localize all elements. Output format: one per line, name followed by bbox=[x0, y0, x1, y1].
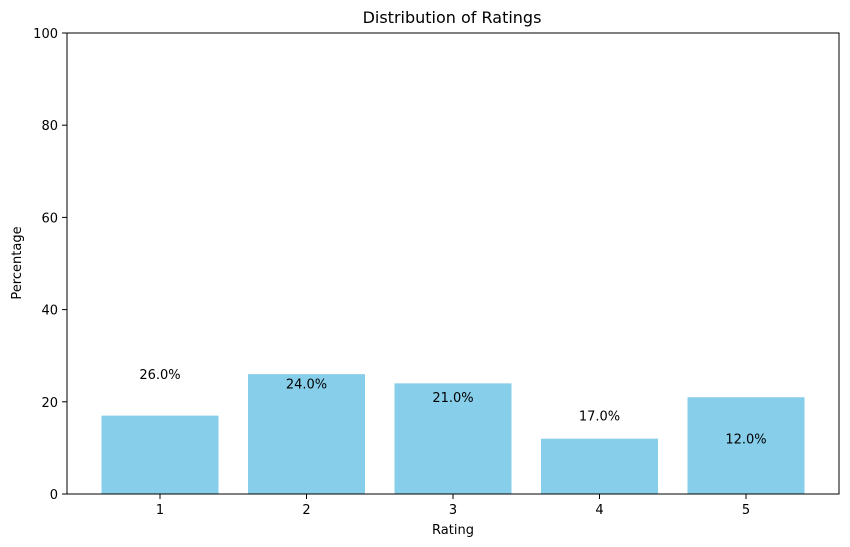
bars-group bbox=[101, 374, 805, 494]
bar-rating-2 bbox=[248, 374, 365, 494]
y-axis-label: Percentage bbox=[10, 226, 25, 299]
y-tick-label: 80 bbox=[41, 119, 58, 134]
x-tick-label: 3 bbox=[449, 503, 457, 518]
y-tick-label: 0 bbox=[50, 488, 58, 503]
bar-rating-5 bbox=[687, 397, 805, 494]
y-axis-ticks: 0 20 40 60 80 100 bbox=[33, 27, 67, 503]
y-tick-label: 40 bbox=[41, 304, 58, 319]
data-label-4: 17.0% bbox=[579, 410, 620, 425]
data-label-2: 24.0% bbox=[286, 377, 327, 392]
y-tick-label: 100 bbox=[33, 27, 58, 42]
data-label-1: 26.0% bbox=[139, 368, 180, 383]
bar-rating-4 bbox=[541, 438, 658, 494]
data-label-5: 12.0% bbox=[725, 433, 766, 448]
x-axis-ticks: 1 2 3 4 5 bbox=[156, 494, 750, 518]
x-tick-label: 2 bbox=[302, 503, 310, 518]
bar-rating-3 bbox=[394, 383, 512, 494]
data-label-3: 21.0% bbox=[432, 391, 473, 406]
chart-title: Distribution of Ratings bbox=[363, 8, 542, 27]
x-axis-label: Rating bbox=[432, 523, 474, 538]
y-tick-label: 60 bbox=[41, 211, 58, 226]
data-labels-group: 26.0% 24.0% 21.0% 17.0% 12.0% bbox=[139, 368, 766, 448]
x-tick-label: 4 bbox=[595, 503, 603, 518]
x-tick-label: 1 bbox=[156, 503, 164, 518]
bar-rating-1 bbox=[101, 415, 219, 494]
y-tick-label: 20 bbox=[41, 396, 58, 411]
x-tick-label: 5 bbox=[742, 503, 750, 518]
